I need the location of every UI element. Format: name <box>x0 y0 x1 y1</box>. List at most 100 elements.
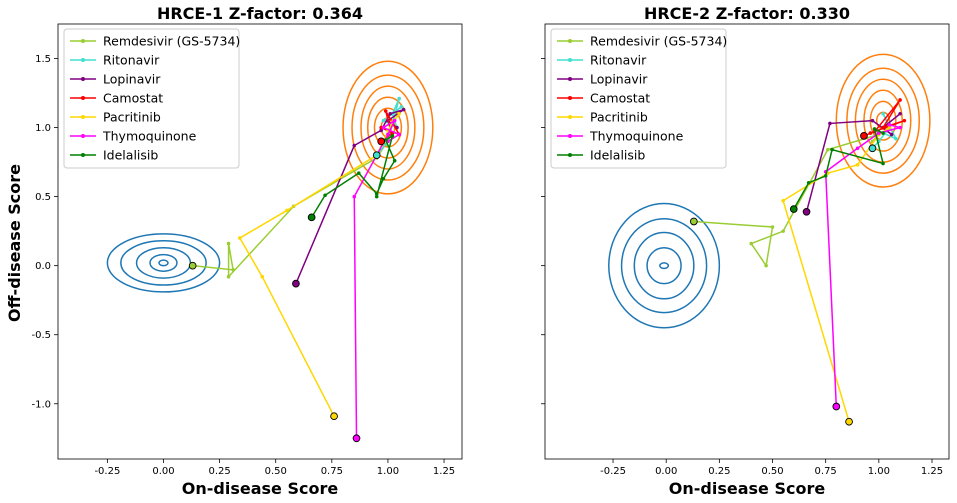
x-tick-label: 0.50 <box>265 466 287 477</box>
legend-swatch-marker <box>568 58 572 62</box>
series-point <box>881 111 885 116</box>
infected-density-contour <box>835 53 931 188</box>
series-point <box>399 105 404 109</box>
x-tick-label: 1.25 <box>433 466 455 477</box>
series-point <box>352 143 357 148</box>
series-point <box>881 131 885 135</box>
infected-density-contour <box>366 96 409 159</box>
y-tick-label: -0.5 <box>31 330 51 341</box>
series-point <box>870 118 875 123</box>
x-tick-label: 0.75 <box>321 466 343 477</box>
legend-label: Remdesivir (GS-5734) <box>103 34 240 49</box>
series-point <box>826 147 830 152</box>
y-tick-label: 0.5 <box>35 192 51 203</box>
legend-swatch-marker <box>568 134 572 138</box>
series-point <box>902 118 907 123</box>
series-point <box>806 181 811 185</box>
series-point <box>855 146 860 151</box>
infected-density-contour <box>360 85 416 170</box>
series-start-marker <box>832 402 841 411</box>
legend-swatch-marker <box>81 39 85 43</box>
healthy-density-contour <box>149 253 178 272</box>
x-axis-label-right: On-disease Score <box>669 479 826 498</box>
legend-swatch-marker <box>568 153 572 157</box>
legend-swatch-marker <box>568 115 572 119</box>
series-point <box>323 193 327 198</box>
legend-label: Thymoquinone <box>102 129 197 144</box>
y-axis-label: Off-disease Score <box>5 164 24 322</box>
series-line-remdesivir-gs-5734- <box>693 132 882 268</box>
x-tick-label: 1.25 <box>921 466 943 477</box>
plot-frame <box>544 23 950 460</box>
series-point <box>226 241 231 246</box>
series-point <box>226 274 231 279</box>
series-line-thymoquinone <box>824 124 904 407</box>
legend-label: Ritonavir <box>103 53 160 68</box>
healthy-density-contour <box>608 202 721 329</box>
healthy-density-contour <box>633 231 695 300</box>
series-point <box>397 96 401 101</box>
series-point <box>881 125 885 130</box>
series-point <box>830 147 834 152</box>
series-point <box>386 132 390 137</box>
plot-frame <box>57 23 463 460</box>
series-start-marker <box>802 207 811 216</box>
legend-label: Ritonavir <box>590 53 647 68</box>
legend-swatch-marker <box>81 96 85 100</box>
healthy-density-contour <box>106 233 221 293</box>
series-point <box>898 125 902 130</box>
chart-panel-hrce1: -0.25 0.00 0.25 0.50 0.75 1.00 1.25 -1.0 -0.5 0.0… <box>31 23 463 477</box>
legend-swatch-marker <box>81 115 85 119</box>
legend-swatch-marker <box>568 96 572 100</box>
series-point <box>397 132 401 137</box>
series-start-marker <box>188 261 197 270</box>
series-point <box>381 118 386 123</box>
healthy-density-contour <box>620 217 708 314</box>
series-point <box>887 123 892 127</box>
x-tick-label: 0.50 <box>761 466 783 477</box>
x-tick-label: 1.00 <box>868 466 890 477</box>
series-start-marker <box>689 217 698 226</box>
series-point <box>828 121 832 126</box>
series-point <box>781 198 785 203</box>
x-tick-label: 1.00 <box>377 466 399 477</box>
infected-density-contour <box>351 74 425 181</box>
series-point <box>898 98 902 102</box>
series-point <box>388 111 392 116</box>
series-start-marker <box>352 434 361 443</box>
series-point <box>392 118 397 123</box>
series-point <box>238 236 242 240</box>
infected-density-contour <box>846 67 920 174</box>
series-point <box>770 225 775 229</box>
x-tick-label: 0.25 <box>208 466 230 477</box>
series-point <box>872 127 877 131</box>
series-point <box>401 107 406 112</box>
legend-label: Pacritinib <box>590 110 648 125</box>
series-point <box>390 134 395 138</box>
healthy-density-contour <box>659 262 670 270</box>
legend-label: Camostat <box>590 91 650 106</box>
series-start-marker <box>292 279 300 288</box>
series-point <box>855 163 860 167</box>
series-point <box>894 136 898 141</box>
legend-swatch-marker <box>568 77 572 81</box>
series-start-marker <box>868 144 877 153</box>
series-start-marker <box>372 151 381 160</box>
x-tick-label: -0.25 <box>94 466 120 477</box>
series-start-marker <box>845 417 853 426</box>
series-start-marker <box>377 137 386 146</box>
series-point <box>381 125 386 130</box>
legend-swatch-marker <box>81 58 85 62</box>
series-point <box>392 158 397 163</box>
series-point <box>898 111 902 116</box>
healthy-density-contour <box>158 259 169 267</box>
y-tick-label: 0.0 <box>35 261 51 272</box>
x-axis-label-left: On-disease Score <box>182 479 339 498</box>
legend-label: Lopinavir <box>590 72 648 87</box>
series-point <box>889 132 894 137</box>
series-point <box>231 268 235 272</box>
x-tick-label: 0.75 <box>815 466 837 477</box>
series-point <box>881 161 885 166</box>
legend-swatch-marker <box>81 77 85 81</box>
